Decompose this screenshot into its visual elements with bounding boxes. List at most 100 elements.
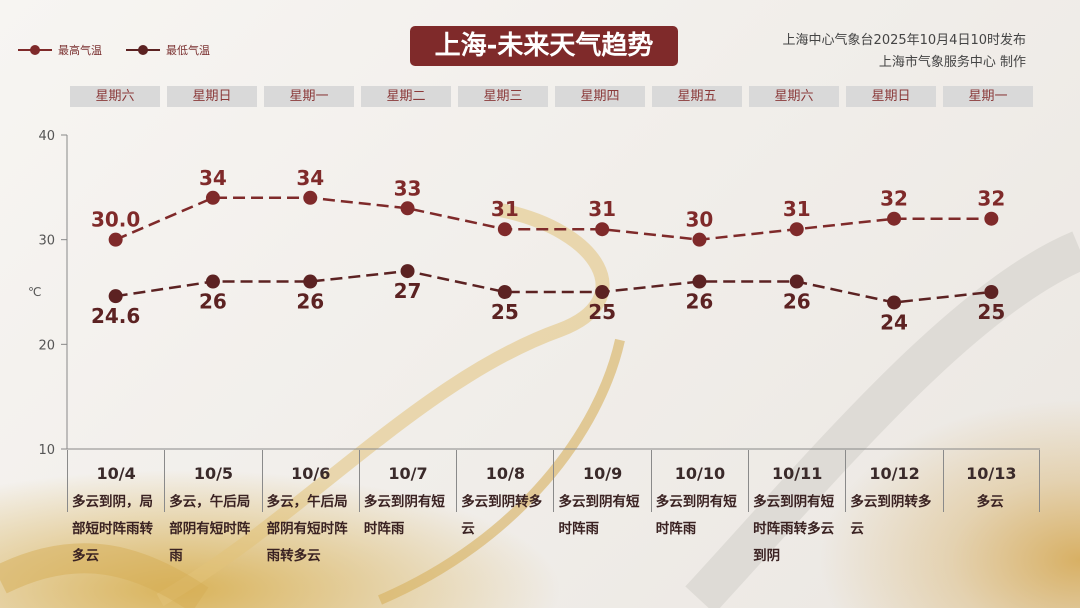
publish-line-1: 上海中心气象台2025年10月4日10时发布 (782, 33, 1026, 48)
data-label: 26 (686, 290, 714, 314)
weekday-8: 星期日 (846, 86, 936, 107)
y-tick-label: 40 (38, 129, 55, 144)
publish-line-2: 上海市气象服务中心 制作 (878, 55, 1026, 70)
forecast-column: 10/4 多云到阴，局部短时阵雨转多云 (67, 450, 164, 564)
date-label: 10/13 (966, 464, 1017, 483)
page-title: 上海-未来天气趋势 (410, 26, 678, 66)
data-point (887, 295, 902, 310)
weekday-2: 星期一 (264, 86, 354, 107)
data-point (497, 222, 512, 237)
date-label: 10/11 (772, 464, 823, 483)
data-point (984, 211, 999, 226)
weekday-4: 星期三 (458, 86, 548, 107)
data-point (108, 289, 123, 304)
forecast-column: 10/11 多云到阴有短时阵雨转多云到阴 (748, 450, 845, 564)
date-label: 10/7 (388, 464, 428, 483)
data-label: 24.6 (91, 304, 140, 328)
data-point (595, 285, 610, 299)
data-point (108, 232, 123, 247)
forecast-column: 10/10 多云到阴有短时阵雨 (650, 450, 748, 537)
data-point (692, 232, 707, 247)
data-label: 24 (880, 310, 908, 334)
data-point (205, 190, 220, 205)
date-label: 10/10 (674, 464, 726, 483)
forecast-column: 10/9 多云到阴有短时阵雨 (553, 450, 650, 537)
weather-description: 多云 (976, 494, 1004, 510)
date-label: 10/6 (291, 464, 331, 483)
data-point (205, 274, 220, 289)
data-point (400, 201, 415, 216)
data-label: 32 (977, 187, 1005, 211)
data-point (692, 274, 707, 289)
weather-description: 多云到阴有短时阵雨转多云到阴 (753, 494, 835, 564)
weekday-6: 星期五 (652, 86, 742, 107)
data-label: 26 (783, 290, 811, 314)
weather-description: 多云到阴，局部短时阵雨转多云 (72, 494, 153, 564)
data-point (400, 264, 415, 279)
data-label: 31 (588, 197, 616, 221)
series-line-1 (115, 269, 992, 304)
forecast-column: 10/13 多云 (942, 450, 1040, 512)
legend-item-low: 最低气温 (126, 42, 210, 58)
y-axis-label: ℃ (28, 285, 41, 299)
weather-description: 多云到阴有短时阵雨 (363, 494, 445, 537)
date-label: 10/5 (193, 464, 234, 483)
data-label: 25 (977, 300, 1005, 324)
data-label: 26 (296, 290, 324, 314)
data-point (789, 274, 804, 289)
publish-info: 上海中心气象台2025年10月4日10时发布 上海市气象服务中心 制作 (783, 30, 1026, 74)
data-point (303, 190, 318, 205)
weekday-row: 星期六 星期日 星期一 星期二 星期三 星期四 星期五 星期六 星期日 星期一 (70, 86, 1033, 107)
y-tick-label: 20 (38, 338, 55, 353)
data-label: 27 (394, 279, 422, 303)
data-point (887, 211, 902, 226)
data-point (789, 222, 804, 237)
forecast-column: 10/7 多云到阴有短时阵雨 (358, 450, 456, 537)
data-label: 31 (783, 197, 811, 221)
forecast-table: 10/4 多云到阴，局部短时阵雨转多云 10/5 多云，午后局部阴有短时阵雨 10/6 多… (67, 450, 1040, 564)
weather-description: 多云，午后局部阴有短时阵雨 (169, 494, 251, 564)
date-label: 10/12 (869, 464, 920, 483)
weather-description: 多云到阴转多云 (850, 494, 932, 537)
weather-description: 多云到阴有短时阵雨 (558, 494, 640, 537)
data-label: 32 (880, 187, 908, 211)
data-label: 31 (491, 197, 519, 221)
legend-marker-low-icon (126, 45, 160, 55)
legend-label-high: 最高气温 (58, 44, 102, 57)
weekday-0: 星期六 (70, 86, 160, 107)
forecast-column: 10/5 多云，午后局部阴有短时阵雨 (164, 450, 261, 564)
series-line-0 (115, 196, 992, 241)
data-point (303, 274, 318, 289)
forecast-column: 10/6 多云，午后局部阴有短时阵雨转多云 (261, 450, 359, 564)
data-label: 25 (491, 300, 519, 324)
data-point (595, 222, 610, 237)
weather-description: 多云到阴有短时阵雨 (655, 494, 737, 537)
weekday-7: 星期六 (749, 86, 839, 107)
data-label: 33 (394, 176, 422, 200)
data-point (497, 285, 512, 299)
data-label: 26 (199, 290, 227, 314)
weekday-1: 星期日 (167, 86, 257, 107)
weather-description: 多云，午后局部阴有短时阵雨转多云 (266, 494, 348, 564)
data-label: 30 (686, 208, 714, 232)
data-point (984, 285, 999, 299)
legend-label-low: 最低气温 (166, 44, 210, 57)
forecast-column: 10/12 多云到阴转多云 (845, 450, 942, 537)
data-label: 34 (199, 166, 227, 190)
legend-marker-high-icon (18, 45, 52, 55)
forecast-column: 10/8 多云到阴转多云 (456, 450, 553, 537)
date-label: 10/4 (96, 464, 136, 483)
legend: 最高气温 最低气温 (18, 42, 210, 58)
y-tick-label: 30 (38, 234, 55, 249)
legend-item-high: 最高气温 (18, 42, 102, 58)
date-label: 10/8 (485, 464, 525, 483)
weekday-5: 星期四 (555, 86, 645, 107)
date-label: 10/9 (583, 464, 623, 483)
weekday-3: 星期二 (361, 86, 451, 107)
data-label: 25 (588, 300, 616, 324)
data-label: 30.0 (91, 208, 140, 232)
weather-description: 多云到阴转多云 (461, 494, 543, 537)
data-label: 34 (296, 166, 324, 190)
